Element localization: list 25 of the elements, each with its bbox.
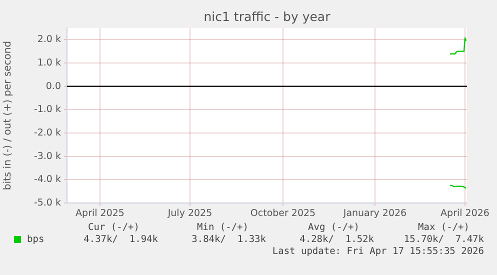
y-tick-label: 0.0	[46, 80, 61, 92]
y-tick-label: 1.0 k	[37, 57, 62, 68]
y-tick-label: -4.0 k	[34, 174, 62, 186]
text: Max (-/+)	[418, 222, 470, 233]
y-tick-label: -3.0 k	[34, 150, 62, 162]
text: 4.37k/ 1.94k	[84, 234, 158, 245]
x-tick-label: October 2025	[250, 208, 316, 220]
x-tick-label: April 2026	[440, 208, 490, 220]
text: 4.28k/ 1.52k	[300, 234, 374, 245]
y-tick-label: -5.0 k	[34, 197, 62, 208]
text: 3.84k/ 1.33k	[192, 234, 266, 245]
x-tick-label: April 2025	[76, 208, 124, 220]
x-tick-label: July 2025	[166, 208, 212, 220]
x-tick-label: January 2026	[342, 208, 407, 220]
y-tick-label: 2.0 k	[37, 34, 62, 46]
chart-title: nic1 traffic - by year	[202, 9, 332, 24]
text: Cur (-/+)	[88, 222, 140, 233]
y-tick-label: -1.0 k	[34, 104, 62, 116]
legend-label: bps	[27, 234, 44, 245]
text: Last update: Fri Apr 17 15:55:35 2026	[272, 246, 484, 257]
text: Min (-/+)	[197, 222, 248, 233]
text: 15.70k/ 7.47k	[404, 234, 484, 245]
y-axis-title: bits in (-) / out (+) per second	[2, 40, 14, 190]
y-tick-label: -2.0 k	[34, 127, 62, 138]
text: Avg (-/+)	[308, 222, 360, 233]
